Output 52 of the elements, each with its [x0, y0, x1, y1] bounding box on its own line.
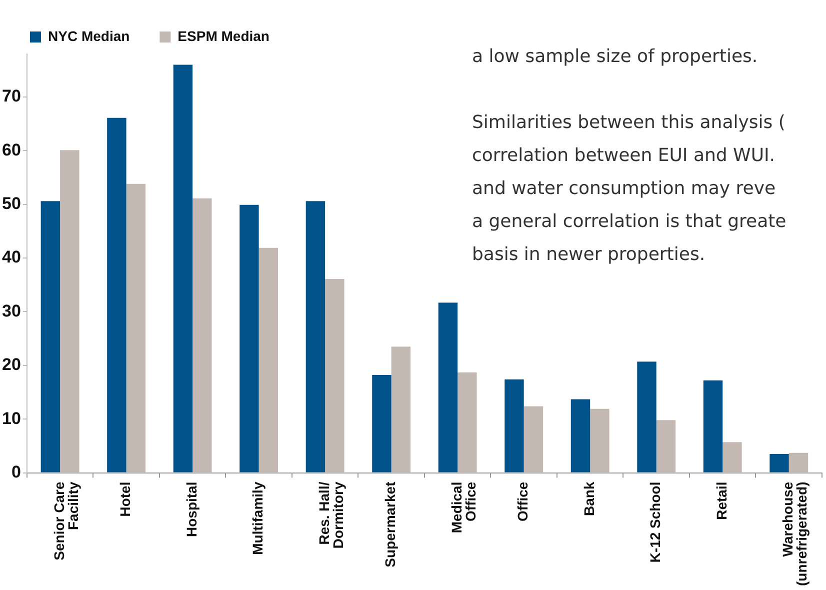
x-tick-label: Bank	[580, 482, 597, 516]
bar	[258, 248, 278, 472]
bar	[438, 302, 458, 472]
annotation: a general correlation is that greate	[472, 210, 788, 234]
y-tick-label: 30	[2, 301, 21, 320]
bar	[107, 118, 126, 472]
bar	[240, 204, 259, 472]
bar	[173, 64, 193, 472]
bar	[590, 408, 610, 472]
bar	[126, 184, 146, 472]
annotation: Similarities between this analysis (	[472, 111, 786, 135]
x-tick-label: K-12 School	[647, 482, 664, 563]
x-tick-label: Warehouse (unrefrigerated)	[780, 482, 810, 586]
annotation: and water consumption may reve	[472, 177, 777, 201]
bar	[306, 201, 326, 472]
bar	[722, 442, 742, 472]
y-tick-label: 0	[11, 462, 21, 482]
y-tick-label: 10	[2, 408, 21, 428]
y-tick-label: 40	[2, 248, 21, 267]
x-tick-label: Hotel	[117, 482, 134, 517]
bar	[637, 362, 656, 472]
annotation: basis in newer properties.	[472, 243, 706, 267]
bar	[372, 375, 392, 472]
x-tick-label: Medical Office	[448, 482, 478, 534]
x-tick-label: Office	[514, 482, 531, 522]
bar	[570, 399, 590, 472]
annotation: correlation between EUI and WUI.	[472, 144, 776, 168]
bar	[788, 452, 808, 472]
legend-label: ESPM Median	[178, 28, 270, 44]
y-tick-label: 20	[2, 355, 21, 374]
bar	[391, 346, 411, 472]
bar	[524, 406, 544, 472]
bar	[458, 372, 477, 472]
x-tick-label: Retail	[713, 482, 730, 520]
x-tick-label: Senior Care Facility	[50, 482, 81, 560]
y-tick-label: 50	[2, 194, 21, 214]
y-tick-label: 70	[2, 86, 21, 106]
bar	[656, 420, 676, 472]
bar	[40, 201, 60, 472]
x-tick-label: Supermarket	[382, 481, 398, 568]
bar	[703, 380, 723, 472]
x-tick-label: Hospital	[183, 482, 200, 537]
annotation: a low sample size of properties.	[472, 45, 759, 69]
x-tick-label: Multifamily	[250, 482, 266, 555]
bar	[325, 278, 344, 472]
y-tick-label: 60	[2, 140, 21, 160]
bar	[192, 198, 212, 472]
x-tick-label: Res. Hall/ Dormitory	[316, 482, 346, 549]
bar	[504, 379, 524, 472]
legend-label: NYC Median	[48, 28, 130, 44]
bar	[60, 150, 80, 472]
bar	[770, 454, 789, 472]
